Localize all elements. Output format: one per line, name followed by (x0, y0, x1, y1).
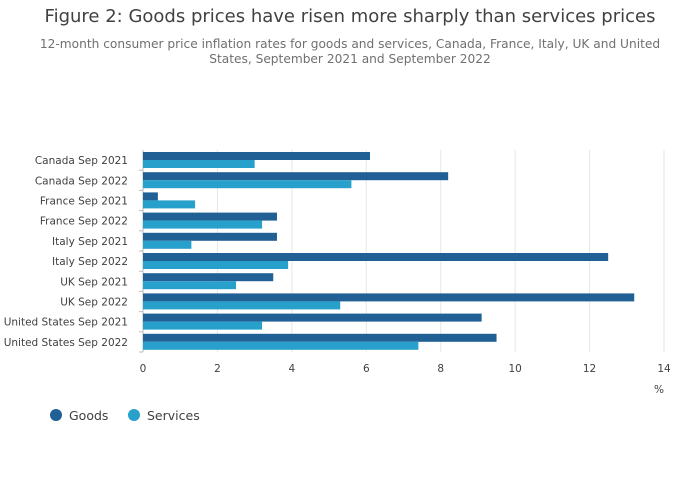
bar-goods[interactable] (143, 152, 371, 160)
x-axis-ticks: 0 2 4 6 8 10 12 14 (140, 363, 671, 375)
legend[interactable]: Goods Services (50, 408, 200, 423)
category-label: France Sep 2021 (40, 196, 128, 208)
bar-services[interactable] (143, 281, 237, 290)
bar-services[interactable] (143, 321, 263, 330)
x-tick-label: 8 (437, 363, 444, 375)
legend-marker[interactable] (50, 409, 62, 421)
bar-goods[interactable] (143, 192, 158, 201)
bar-services[interactable] (143, 200, 196, 209)
category-label: France Sep 2022 (40, 216, 128, 228)
chart-subtitle: 12-month consumer price inflation rates … (39, 37, 661, 66)
category-label: United States Sep 2021 (4, 317, 128, 329)
category-label: Canada Sep 2021 (35, 155, 128, 167)
bar-goods[interactable] (143, 333, 497, 342)
bar-services[interactable] (143, 180, 352, 189)
bar-goods[interactable] (143, 253, 609, 261)
legend-marker[interactable] (128, 409, 140, 421)
x-tick-label: 0 (140, 363, 147, 375)
bar-services[interactable] (143, 220, 263, 229)
legend-label[interactable]: Services (147, 408, 200, 423)
bar-services[interactable] (143, 160, 255, 168)
category-label: Canada Sep 2022 (35, 175, 128, 187)
x-axis-label: % (654, 384, 664, 396)
bar-services[interactable] (143, 301, 341, 310)
x-tick-label: 2 (214, 363, 221, 375)
bar-goods[interactable] (143, 293, 635, 302)
category-label: Italy Sep 2022 (52, 256, 128, 268)
category-label: UK Sep 2022 (60, 297, 128, 309)
legend-label[interactable]: Goods (69, 408, 108, 423)
bar-goods[interactable] (143, 273, 274, 282)
bar-goods[interactable] (143, 313, 482, 322)
bars (143, 152, 635, 350)
category-label: Italy Sep 2021 (52, 236, 128, 248)
x-tick-label: 12 (583, 363, 596, 375)
bar-goods[interactable] (143, 212, 277, 221)
bar-goods[interactable] (143, 232, 277, 241)
category-labels: Canada Sep 2021 Canada Sep 2022 France Sep… (4, 155, 143, 353)
bar-services[interactable] (143, 240, 192, 249)
bar-services[interactable] (143, 341, 419, 350)
x-tick-label: 4 (289, 363, 296, 375)
category-label: United States Sep 2022 (4, 337, 128, 349)
bar-goods[interactable] (143, 172, 449, 181)
bar-services[interactable] (143, 261, 289, 269)
x-tick-label: 14 (657, 363, 671, 375)
x-tick-label: 10 (508, 363, 521, 375)
x-tick-label: 6 (363, 363, 370, 375)
category-label: UK Sep 2021 (60, 276, 128, 288)
chart-title: Figure 2: Goods prices have risen more s… (44, 6, 656, 27)
